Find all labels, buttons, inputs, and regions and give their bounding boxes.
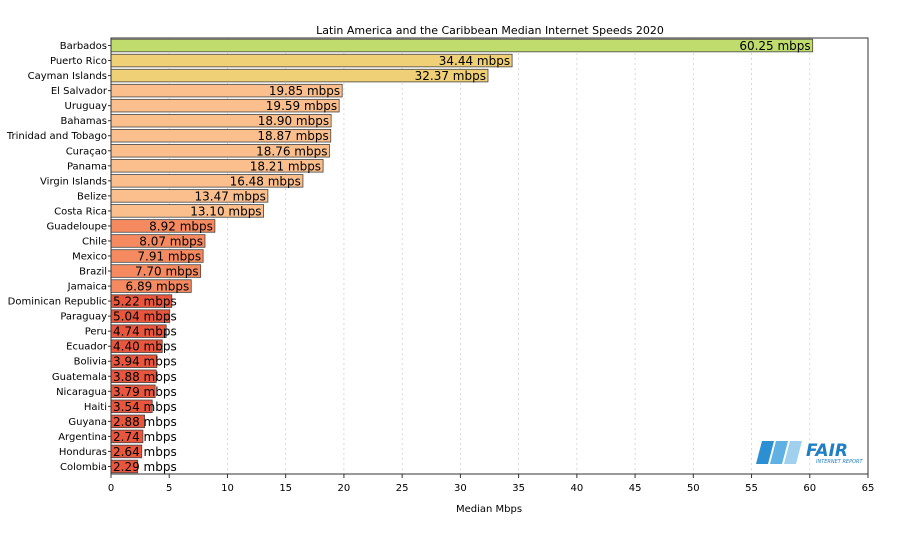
x-tick-label: 0 xyxy=(108,483,114,494)
logo-stripe-3 xyxy=(784,441,802,464)
y-category-label: Dominican Republic xyxy=(8,297,107,308)
x-tick-label: 25 xyxy=(396,483,409,494)
bar-value-label: 32.37 mbps xyxy=(415,69,486,83)
y-category-label: Costa Rica xyxy=(54,206,107,217)
logo-stripe-2 xyxy=(770,441,788,464)
y-category-label: Panama xyxy=(67,161,107,172)
bar-value-label: 18.87 mbps xyxy=(257,129,328,143)
logo-name: FAIR xyxy=(806,441,848,461)
y-category-label: Virgin Islands xyxy=(40,176,107,187)
y-category-label: Argentina xyxy=(58,432,107,443)
x-tick-label: 30 xyxy=(454,483,467,494)
logo-subtitle: INTERNET REPORT xyxy=(816,459,864,465)
x-tick-label: 35 xyxy=(512,483,525,494)
tick-layer: 0 5 10 15 20 25 30 35 40 45 50 55 60 65 Barbados Puerto… xyxy=(6,41,874,494)
y-category-label: Mexico xyxy=(72,252,107,263)
bar-value-label: 8.92 mbps xyxy=(149,219,213,233)
x-tick-label: 65 xyxy=(862,483,875,494)
x-tick-label: 50 xyxy=(687,483,700,494)
y-category-label: Honduras xyxy=(59,447,107,458)
y-category-label: Uruguay xyxy=(65,101,108,112)
logo-stripe-1 xyxy=(756,441,774,464)
x-tick-label: 20 xyxy=(338,483,351,494)
fair-logo: FAIR INTERNET REPORT xyxy=(756,441,864,465)
y-category-label: Guyana xyxy=(68,417,107,428)
y-category-label: Haiti xyxy=(84,402,107,413)
y-category-label: Guatemala xyxy=(52,372,107,383)
bar xyxy=(110,38,814,53)
bar-value-label: 60.25 mbps xyxy=(739,39,810,53)
y-category-label: Jamaica xyxy=(67,282,107,293)
bar-value-label: 5.04 mbps xyxy=(113,310,177,324)
x-tick-label: 45 xyxy=(629,483,642,494)
bar-value-label: 3.94 mbps xyxy=(113,355,177,369)
y-category-label: Bolivia xyxy=(74,357,107,368)
bar-value-label: 3.54 mbps xyxy=(113,400,177,414)
bar-value-label: 2.64 mbps xyxy=(113,445,177,459)
bar-value-label: 8.07 mbps xyxy=(139,234,203,248)
bar-value-label: 34.44 mbps xyxy=(439,54,510,68)
y-category-label: Trinidad and Tobago xyxy=(6,131,107,142)
y-category-label: Puerto Rico xyxy=(50,56,107,67)
bar-value-label: 2.29 mbps xyxy=(113,460,177,474)
y-category-label: Chile xyxy=(82,236,107,247)
bar-value-label: 19.85 mbps xyxy=(269,84,340,98)
bar-value-label: 7.91 mbps xyxy=(137,250,201,264)
chart-title: Latin America and the Caribbean Median I… xyxy=(316,24,664,37)
bar-value-label: 3.88 mbps xyxy=(113,370,177,384)
bar-value-label: 16.48 mbps xyxy=(230,174,301,188)
bar-value-label: 4.74 mbps xyxy=(113,325,177,339)
y-category-label: Barbados xyxy=(60,41,107,52)
x-axis-label: Median Mbps xyxy=(456,504,522,515)
x-tick-label: 55 xyxy=(745,483,758,494)
bar-value-label: 19.59 mbps xyxy=(266,99,337,113)
bar-value-label: 18.90 mbps xyxy=(258,114,329,128)
bar-value-label: 6.89 mbps xyxy=(126,280,190,294)
x-tick-label: 5 xyxy=(166,483,172,494)
y-category-label: Belize xyxy=(77,191,107,202)
x-tick-label: 40 xyxy=(570,483,583,494)
bar-value-label: 13.10 mbps xyxy=(190,204,261,218)
bar-value-label: 18.76 mbps xyxy=(256,144,327,158)
bar-value-label: 13.47 mbps xyxy=(195,189,266,203)
bar-value-label: 2.74 mbps xyxy=(113,430,177,444)
y-category-label: Nicaragua xyxy=(56,387,107,398)
bar-value-label: 18.21 mbps xyxy=(250,159,321,173)
y-category-label: Bahamas xyxy=(60,116,107,127)
y-category-label: Brazil xyxy=(79,267,107,278)
y-category-label: Ecuador xyxy=(66,342,108,353)
bar-value-label: 3.79 mbps xyxy=(113,385,177,399)
bar-value-label: 2.88 mbps xyxy=(113,415,177,429)
y-category-label: Colombia xyxy=(60,462,107,473)
y-category-label: El Salvador xyxy=(51,86,108,97)
bar-value-label: 7.70 mbps xyxy=(135,265,199,279)
y-category-label: Peru xyxy=(85,327,107,338)
bar-value-label: 4.40 mbps xyxy=(113,340,177,354)
bar-value-label: 5.22 mbps xyxy=(113,295,177,309)
y-category-label: Curaçao xyxy=(66,146,107,157)
x-tick-label: 15 xyxy=(279,483,292,494)
y-category-label: Guadeloupe xyxy=(47,221,107,232)
x-tick-label: 60 xyxy=(803,483,816,494)
x-tick-label: 10 xyxy=(221,483,234,494)
y-category-label: Cayman Islands xyxy=(28,71,107,82)
y-category-label: Paraguay xyxy=(60,312,107,323)
bar-layer xyxy=(110,38,814,474)
